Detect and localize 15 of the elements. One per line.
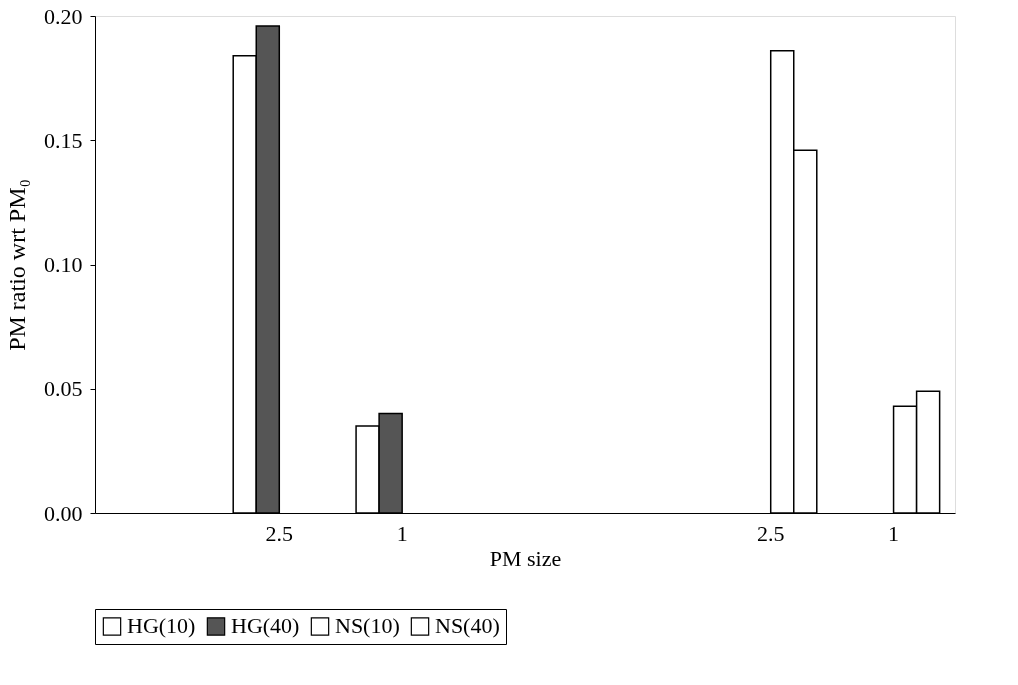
y-tick-label: 0.00 [44, 500, 83, 526]
legend-label: HG(40) [231, 613, 300, 639]
y-tick-label: 0.15 [44, 127, 83, 153]
y-tick-label: 0.20 [44, 3, 83, 29]
y-axis-title: PM ratio wrt PM₀ [4, 179, 30, 351]
legend-label: NS(10) [335, 613, 400, 639]
legend-label: NS(40) [435, 613, 500, 639]
y-tick-label: 0.05 [44, 376, 83, 402]
x-tick-label: 1 [396, 520, 408, 546]
legend-label: HG(10) [127, 613, 196, 639]
x-axis-title: PM size [489, 545, 562, 571]
x-tick-label: 1 [888, 520, 900, 546]
x-tick-label: 2.5 [756, 520, 785, 546]
x-tick-label: 2.5 [265, 520, 294, 546]
y-tick-label: 0.10 [44, 252, 83, 277]
